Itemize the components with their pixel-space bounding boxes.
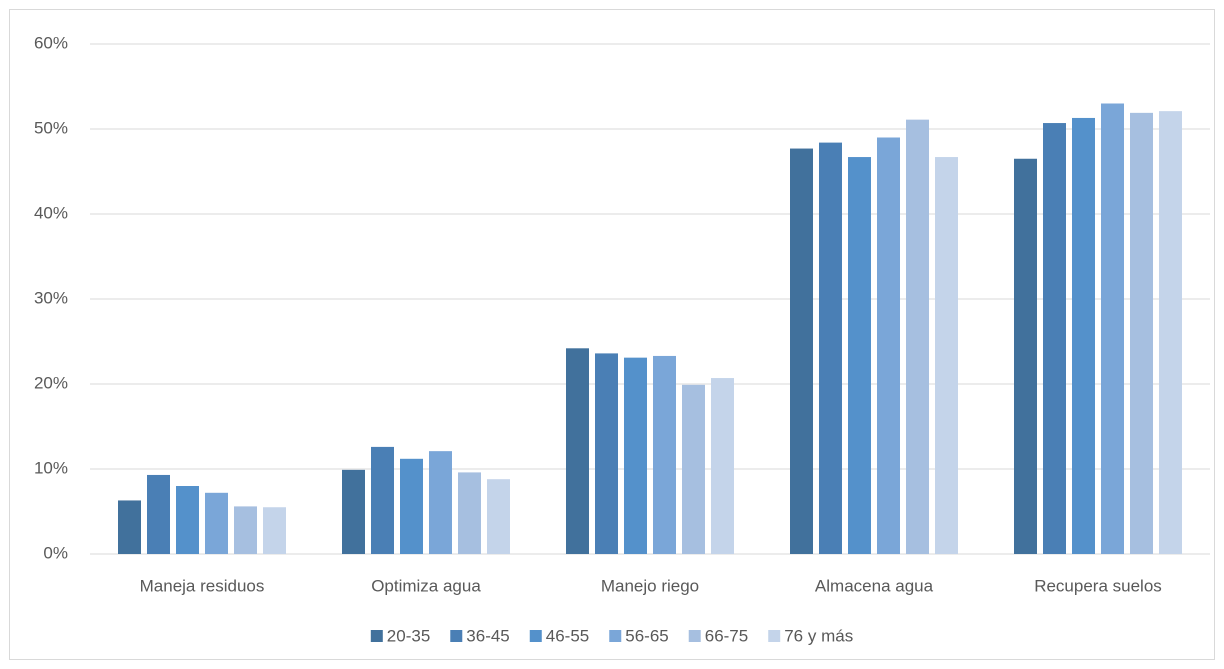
legend-label: 20-35 xyxy=(387,626,430,645)
bar xyxy=(1072,117,1095,554)
bar xyxy=(624,357,647,554)
bar xyxy=(176,486,199,554)
y-tick-label: 50% xyxy=(34,118,68,137)
bar xyxy=(848,157,871,555)
bar xyxy=(1130,112,1153,554)
bar xyxy=(118,500,141,554)
bar xyxy=(147,474,170,554)
legend-label: 66-75 xyxy=(705,626,748,645)
y-tick-label: 60% xyxy=(34,33,68,52)
y-tick-label: 10% xyxy=(34,458,68,477)
x-tick-label: Optimiza agua xyxy=(371,576,481,595)
bar xyxy=(790,148,813,555)
bar xyxy=(566,348,589,554)
legend-swatch xyxy=(370,630,383,642)
y-tick-label: 20% xyxy=(34,373,68,392)
bar xyxy=(1014,158,1037,554)
bar xyxy=(595,353,618,554)
bar xyxy=(906,119,929,555)
legend-swatch xyxy=(688,630,701,642)
bar xyxy=(682,384,705,554)
legend-label: 76 y más xyxy=(784,626,853,645)
bar xyxy=(653,355,676,554)
legend-swatch xyxy=(529,630,542,642)
x-tick-label: Recupera suelos xyxy=(1034,576,1162,595)
bar xyxy=(487,479,510,554)
y-tick-label: 30% xyxy=(34,288,68,307)
bar xyxy=(371,446,394,554)
bar xyxy=(342,469,365,554)
bar xyxy=(400,458,423,554)
bar xyxy=(1159,111,1182,555)
bar xyxy=(819,142,842,554)
legend-swatch xyxy=(609,630,622,642)
bar xyxy=(234,506,257,554)
legend-label: 36-45 xyxy=(466,626,509,645)
bar xyxy=(1101,103,1124,554)
y-tick-label: 40% xyxy=(34,203,68,222)
legend-label: 46-55 xyxy=(546,626,589,645)
bar xyxy=(205,492,228,554)
y-tick-label: 0% xyxy=(43,543,68,562)
legend-swatch xyxy=(768,630,781,642)
bar xyxy=(429,451,452,554)
bar xyxy=(711,378,734,554)
bar xyxy=(1043,123,1066,555)
bar xyxy=(877,137,900,554)
x-tick-label: Manejo riego xyxy=(601,576,699,595)
bar xyxy=(458,472,481,554)
bar xyxy=(263,507,286,554)
legend-swatch xyxy=(450,630,463,642)
bar xyxy=(935,157,958,555)
x-tick-label: Maneja residuos xyxy=(140,576,265,595)
legend-label: 56-65 xyxy=(625,626,668,645)
x-tick-label: Almacena agua xyxy=(815,576,934,595)
